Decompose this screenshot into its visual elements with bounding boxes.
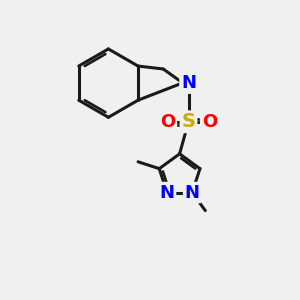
Text: N: N xyxy=(181,74,196,92)
Text: S: S xyxy=(182,112,196,131)
Text: N: N xyxy=(185,184,200,202)
Text: O: O xyxy=(160,113,175,131)
Text: O: O xyxy=(202,113,217,131)
Text: N: N xyxy=(160,184,175,202)
